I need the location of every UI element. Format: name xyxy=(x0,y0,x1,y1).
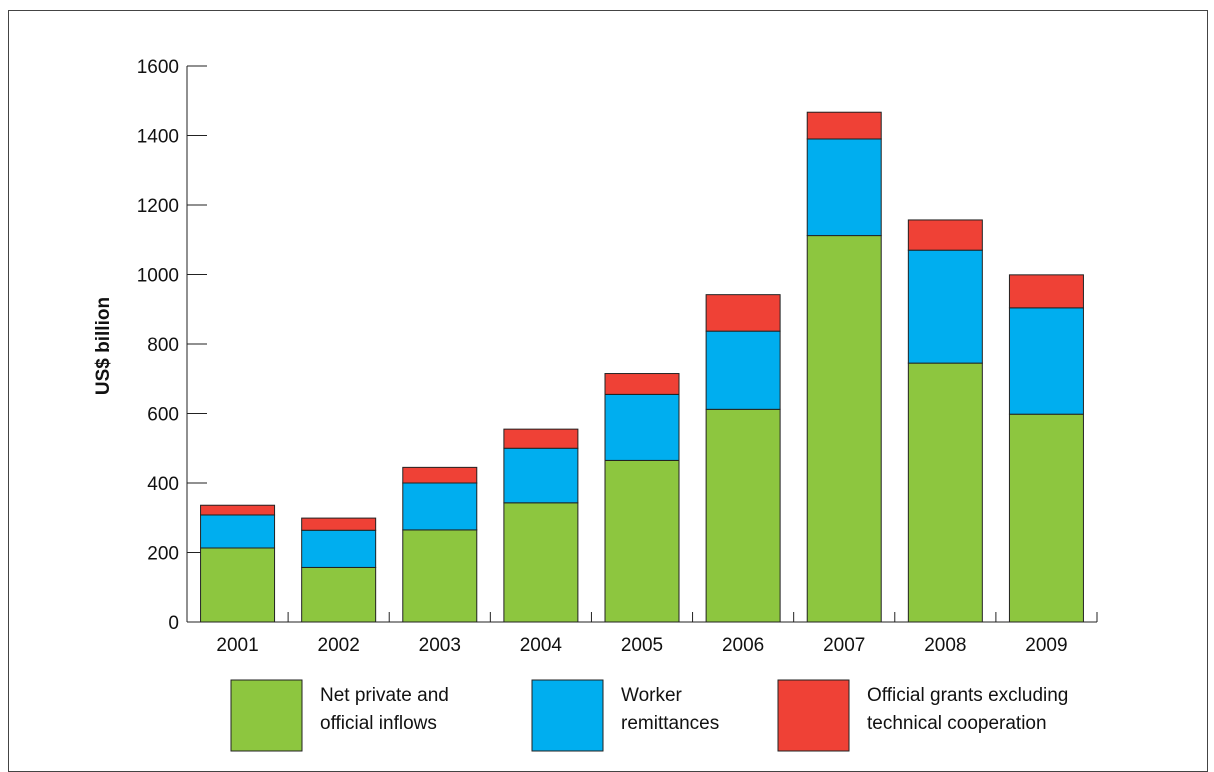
y-tick-label: 600 xyxy=(147,405,179,426)
bar-segment-1-2003 xyxy=(402,482,478,531)
x-tick-label: 2003 xyxy=(419,635,461,656)
x-tick-label: 2002 xyxy=(318,635,360,656)
bar-segment-2-2001 xyxy=(200,504,276,516)
bar-segment-0-2009 xyxy=(1008,413,1084,623)
y-tick-label: 400 xyxy=(147,474,179,495)
y-tick-label: 200 xyxy=(147,544,179,565)
bar-segment-2-2007 xyxy=(806,111,882,140)
bar-segment-0-2003 xyxy=(402,529,478,623)
legend-swatch-2 xyxy=(777,679,850,752)
legend: Net private and official inflows Worker rem… xyxy=(230,679,1068,752)
x-axis: 2001 2002 2003 2004 2005 2006 2007 2008 2009 xyxy=(186,612,1098,656)
bar-segment-2-2005 xyxy=(604,373,680,395)
x-tick-label: 2007 xyxy=(823,635,865,656)
bar-segment-0-2008 xyxy=(907,362,983,623)
legend-label-1: remittances xyxy=(621,713,719,734)
bar-segment-2-2006 xyxy=(705,294,781,332)
x-tick-label: 2008 xyxy=(924,635,966,656)
bars xyxy=(200,111,1084,623)
x-tick-label: 2009 xyxy=(1025,635,1067,656)
bar-segment-0-2001 xyxy=(200,547,276,623)
legend-label-2: technical cooperation xyxy=(867,713,1047,734)
bar-segment-1-2008 xyxy=(907,249,983,364)
legend-swatch-1 xyxy=(531,679,604,752)
y-tick-label: 1400 xyxy=(137,127,179,148)
x-tick-label: 2004 xyxy=(520,635,563,656)
bar-segment-2-2002 xyxy=(301,517,377,531)
legend-label-0: official inflows xyxy=(320,713,437,734)
y-tick-label: 1600 xyxy=(137,57,179,78)
y-tick-label: 0 xyxy=(168,613,179,634)
bar-segment-0-2007 xyxy=(806,235,882,623)
bar-segment-1-2001 xyxy=(200,514,276,549)
bar-segment-0-2002 xyxy=(301,566,377,623)
y-axis-label: US$ billion xyxy=(93,297,114,395)
bar-segment-1-2005 xyxy=(604,393,680,461)
legend-swatch-0 xyxy=(230,679,303,752)
bar-segment-1-2007 xyxy=(806,138,882,237)
legend-label-2: Official grants excluding xyxy=(867,685,1068,706)
bar-segment-1-2006 xyxy=(705,330,781,410)
legend-label-1: Worker xyxy=(621,685,683,706)
y-tick-label: 1000 xyxy=(137,266,179,287)
x-tick-label: 2005 xyxy=(621,635,663,656)
bar-segment-0-2005 xyxy=(604,459,680,623)
x-tick-label: 2001 xyxy=(216,635,258,656)
bar-segment-2-2008 xyxy=(907,219,983,251)
bar-segment-0-2004 xyxy=(503,502,579,623)
y-tick-label: 800 xyxy=(147,335,179,356)
bar-segment-2-2009 xyxy=(1008,274,1084,309)
bar-segment-1-2009 xyxy=(1008,307,1084,415)
x-tick-label: 2006 xyxy=(722,635,764,656)
y-axis: 0 200 400 600 800 1000 1200 1400 1600 xyxy=(137,57,207,634)
bar-segment-2-2004 xyxy=(503,428,579,449)
bar-segment-1-2004 xyxy=(503,447,579,504)
y-tick-label: 1200 xyxy=(137,196,179,217)
legend-label-0: Net private and xyxy=(320,685,449,706)
bar-segment-1-2002 xyxy=(301,529,377,568)
bar-segment-2-2003 xyxy=(402,466,478,484)
bar-segment-0-2006 xyxy=(705,408,781,623)
